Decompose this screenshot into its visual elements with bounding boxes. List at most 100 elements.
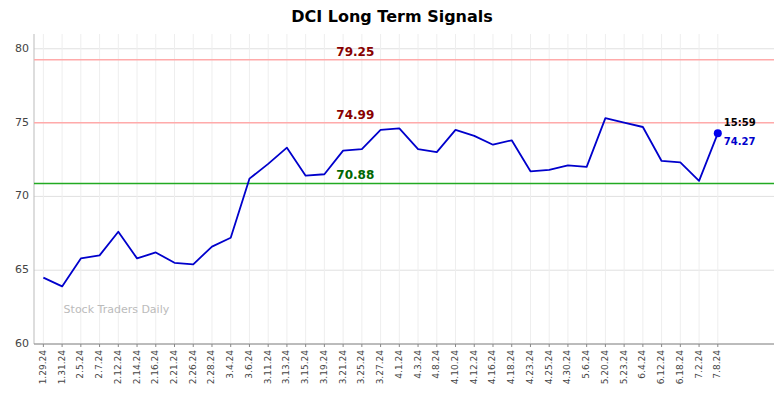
- grid-line-x: [99, 34, 100, 344]
- x-tick-label: 7.8.24: [712, 350, 722, 379]
- x-tick: [137, 344, 138, 347]
- x-tick: [286, 344, 287, 347]
- grid-line-y: [34, 48, 774, 49]
- grid-line-x: [680, 34, 681, 344]
- x-tick-label: 6.4.24: [637, 350, 647, 379]
- x-tick: [380, 344, 381, 347]
- x-tick: [305, 344, 306, 347]
- x-tick-label: 3.6.24: [244, 350, 254, 379]
- x-tick-label: 3.19.24: [319, 350, 329, 385]
- grid: [34, 34, 774, 344]
- grid-line-x: [624, 34, 625, 344]
- grid-line-x: [343, 34, 344, 344]
- x-tick: [549, 344, 550, 347]
- title: DCI Long Term Signals: [291, 7, 493, 26]
- grid-line-x: [717, 34, 718, 344]
- x-tick-label: 4.18.24: [506, 350, 516, 385]
- grid-line-x: [230, 34, 231, 344]
- x-tick-label: 4.3.24: [413, 350, 423, 379]
- x-tick-label: 4.30.24: [562, 350, 572, 385]
- x-tick-label: 1.29.24: [38, 350, 48, 385]
- grid-line-x: [324, 34, 325, 344]
- y-tick-label: 75: [15, 116, 29, 129]
- grid-line-x: [567, 34, 568, 344]
- x-tick-label: 3.11.24: [263, 350, 273, 385]
- grid-line-y: [34, 196, 774, 197]
- x-tick: [399, 344, 400, 347]
- background: [0, 0, 784, 398]
- grid-line-x: [699, 34, 700, 344]
- y-tick-label: 60: [15, 337, 29, 350]
- x-tick-label: 5.23.24: [619, 350, 629, 385]
- x-tick-label: 4.12.24: [469, 350, 479, 385]
- x-tick: [343, 344, 344, 347]
- grid-line-x: [155, 34, 156, 344]
- x-tick: [605, 344, 606, 347]
- x-tick-label: 4.16.24: [487, 350, 497, 385]
- x-tick: [174, 344, 175, 347]
- y-axis-line: [34, 34, 35, 344]
- reference-line-label: 74.99: [336, 108, 374, 122]
- grid-line-x: [399, 34, 400, 344]
- grid-line-x: [436, 34, 437, 344]
- x-tick: [80, 344, 81, 347]
- x-tick-label: 4.8.24: [431, 350, 441, 379]
- grid-line-x: [268, 34, 269, 344]
- x-axis-line: [34, 344, 774, 345]
- grid-line-x: [286, 34, 287, 344]
- grid-line-x: [193, 34, 194, 344]
- last-value-label: 74.27: [724, 136, 756, 147]
- watermark: Stock Traders Daily: [64, 303, 170, 316]
- x-tick: [492, 344, 493, 347]
- x-tick-label: 2.7.24: [94, 350, 104, 379]
- last-point: [714, 129, 722, 137]
- x-tick-label: 7.2.24: [694, 350, 704, 379]
- x-tick: [586, 344, 587, 347]
- last-time-label: 15:59: [724, 117, 756, 128]
- axes: 60657075801.29.241.31.242.5.242.7.242.12…: [15, 34, 774, 384]
- x-tick: [230, 344, 231, 347]
- grid-line-x: [605, 34, 606, 344]
- grid-line-x: [455, 34, 456, 344]
- reference-line-label: 79.25: [336, 45, 374, 59]
- grid-line-x: [80, 34, 81, 344]
- grid-line-x: [511, 34, 512, 344]
- x-tick: [530, 344, 531, 347]
- grid-line-y: [34, 270, 774, 271]
- x-tick: [361, 344, 362, 347]
- x-tick-label: 2.16.24: [150, 350, 160, 385]
- annotations: 79.25 74.99 70.88 15:59 74.27: [336, 45, 755, 183]
- grid-line-x: [586, 34, 587, 344]
- x-tick: [455, 344, 456, 347]
- grid-line-x: [211, 34, 212, 344]
- x-tick: [624, 344, 625, 347]
- reference-line: [34, 59, 774, 61]
- x-tick-label: 2.5.24: [75, 350, 85, 379]
- x-tick: [511, 344, 512, 347]
- grid-line-x: [62, 34, 63, 344]
- x-tick-label: 1.31.24: [57, 350, 67, 385]
- x-tick: [99, 344, 100, 347]
- x-tick: [43, 344, 44, 347]
- x-tick-label: 4.1.24: [394, 350, 404, 379]
- x-tick: [642, 344, 643, 347]
- x-tick-label: 3.27.24: [375, 350, 385, 385]
- x-tick-label: 4.25.24: [544, 350, 554, 385]
- y-tick-label: 70: [15, 189, 29, 202]
- x-tick-label: 3.21.24: [338, 350, 348, 385]
- x-tick-label: 5.6.24: [581, 350, 591, 379]
- grid-line-x: [380, 34, 381, 344]
- x-tick: [436, 344, 437, 347]
- x-tick: [268, 344, 269, 347]
- x-tick-label: 6.12.24: [656, 350, 666, 385]
- x-tick: [474, 344, 475, 347]
- x-tick: [118, 344, 119, 347]
- reference-line-label: 70.88: [336, 168, 374, 182]
- x-tick: [249, 344, 250, 347]
- grid-line-x: [43, 34, 44, 344]
- price-line: [43, 118, 717, 286]
- x-tick: [193, 344, 194, 347]
- x-tick: [418, 344, 419, 347]
- plot-area: [34, 60, 774, 287]
- grid-line-x: [137, 34, 138, 344]
